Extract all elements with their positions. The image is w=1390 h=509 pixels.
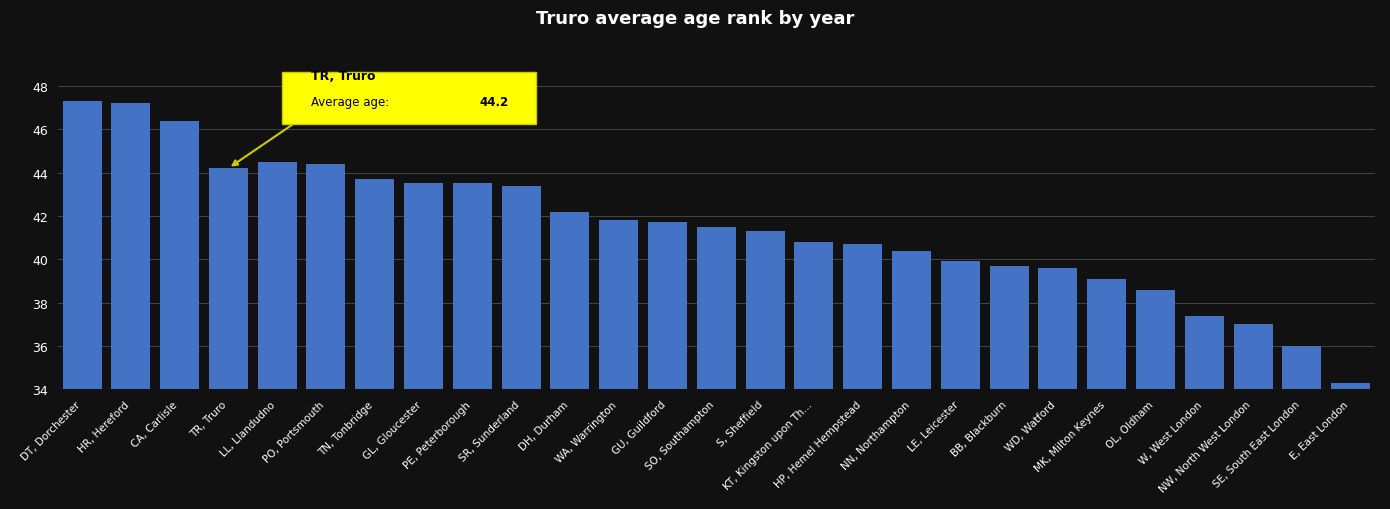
Text: Truro average age rank by year: Truro average age rank by year (535, 10, 855, 28)
Bar (1038, 268, 1077, 509)
Bar (453, 184, 492, 509)
Text: Average age:: Average age: (311, 96, 393, 109)
Bar (1233, 325, 1272, 509)
Bar (941, 262, 980, 509)
Bar (356, 180, 395, 509)
Bar (63, 102, 101, 509)
Bar (745, 232, 784, 509)
Bar (794, 242, 834, 509)
Bar (208, 169, 247, 509)
Bar (599, 221, 638, 509)
Bar (550, 212, 589, 509)
Bar (1136, 290, 1175, 509)
Bar (696, 228, 735, 509)
Bar (306, 164, 346, 509)
Bar (1332, 383, 1371, 509)
Bar (404, 184, 443, 509)
Text: 44.2: 44.2 (480, 96, 509, 109)
Text: TR, Truro: TR, Truro (311, 70, 375, 83)
Bar (844, 245, 883, 509)
Bar (257, 162, 296, 509)
Bar (892, 251, 931, 509)
Bar (1087, 279, 1126, 509)
Bar (648, 223, 687, 509)
FancyBboxPatch shape (282, 73, 535, 125)
Bar (160, 121, 199, 509)
Bar (111, 104, 150, 509)
Bar (502, 186, 541, 509)
Bar (990, 266, 1029, 509)
Bar (1283, 346, 1322, 509)
Bar (1184, 316, 1223, 509)
